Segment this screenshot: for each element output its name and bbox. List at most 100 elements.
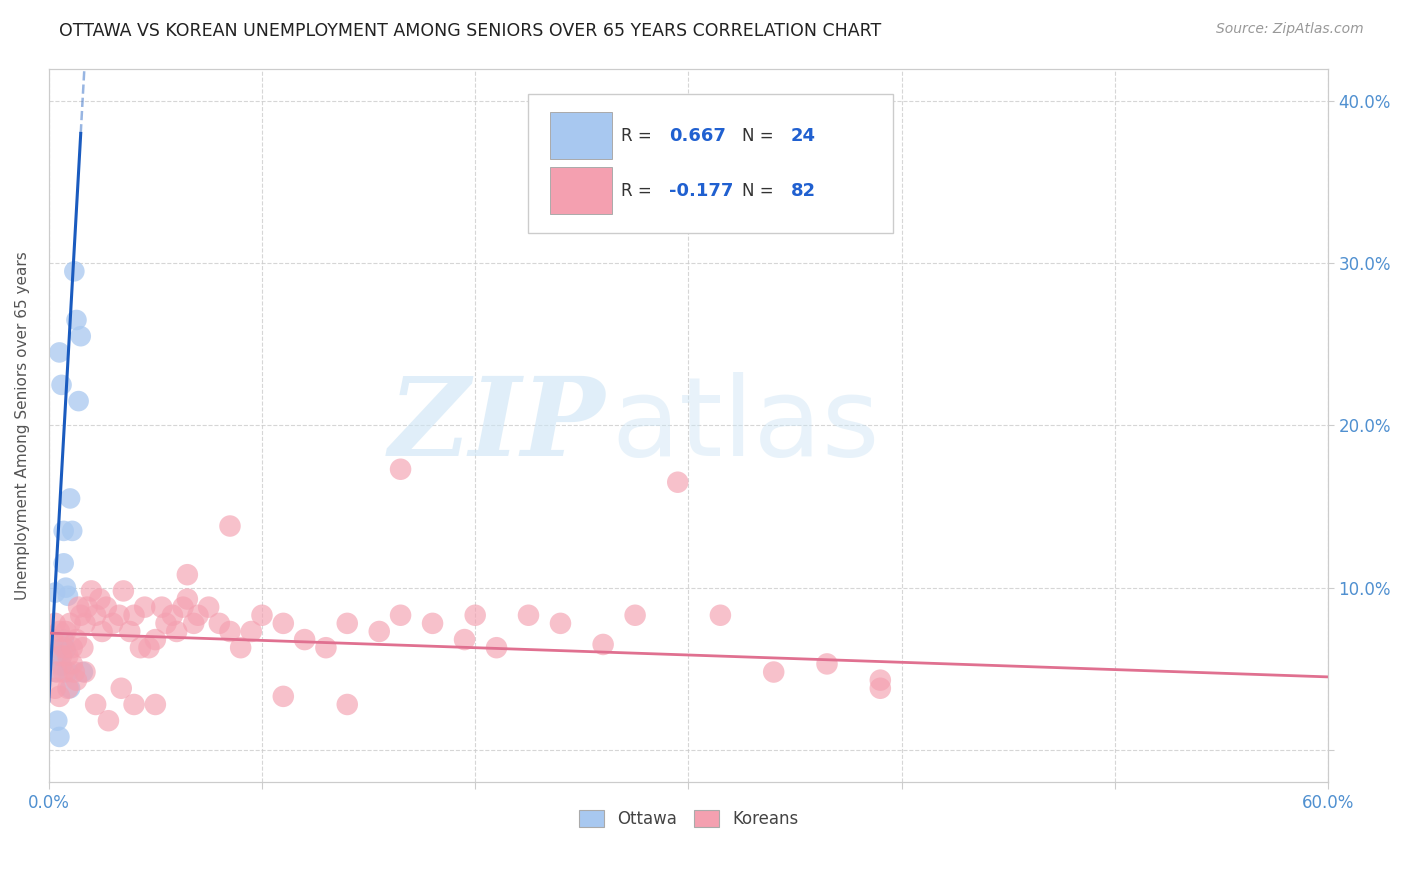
- Point: [183, 616, 205, 631]
- Point: [422, 616, 444, 631]
- Point: [48, 730, 70, 744]
- Point: [73, 616, 96, 631]
- Point: [84, 608, 107, 623]
- Point: [44, 585, 66, 599]
- Point: [592, 637, 614, 651]
- Point: [138, 640, 160, 655]
- Point: [624, 608, 647, 623]
- Point: [65, 313, 87, 327]
- Point: [42, 632, 65, 647]
- FancyBboxPatch shape: [550, 168, 612, 214]
- Point: [762, 665, 785, 679]
- Point: [69, 329, 91, 343]
- Point: [118, 624, 141, 639]
- Point: [666, 475, 689, 490]
- Point: [73, 665, 96, 679]
- Text: atlas: atlas: [612, 372, 880, 479]
- Text: ZIP: ZIP: [388, 372, 605, 479]
- Point: [122, 698, 145, 712]
- Point: [336, 698, 359, 712]
- Text: N =: N =: [742, 127, 779, 145]
- Point: [63, 665, 86, 679]
- Point: [517, 608, 540, 623]
- Point: [59, 616, 82, 631]
- Point: [84, 698, 107, 712]
- Point: [60, 657, 83, 671]
- Point: [294, 632, 316, 647]
- Point: [89, 592, 111, 607]
- Point: [51, 648, 73, 663]
- Point: [76, 600, 98, 615]
- Point: [52, 632, 75, 647]
- Point: [63, 264, 86, 278]
- Point: [815, 657, 838, 671]
- Point: [150, 600, 173, 615]
- Point: [65, 673, 87, 687]
- Text: 0.667: 0.667: [669, 127, 725, 145]
- Point: [869, 681, 891, 696]
- Point: [65, 632, 87, 647]
- Point: [143, 698, 166, 712]
- Point: [96, 600, 118, 615]
- Legend: Ottawa, Koreans: Ottawa, Koreans: [572, 803, 804, 835]
- Text: R =: R =: [620, 127, 657, 145]
- Point: [112, 583, 135, 598]
- Point: [56, 665, 79, 679]
- Point: [72, 640, 94, 655]
- Text: OTTAWA VS KOREAN UNEMPLOYMENT AMONG SENIORS OVER 65 YEARS CORRELATION CHART: OTTAWA VS KOREAN UNEMPLOYMENT AMONG SENI…: [59, 22, 882, 40]
- Point: [48, 624, 70, 639]
- Point: [56, 681, 79, 696]
- Point: [67, 394, 90, 409]
- Point: [162, 608, 184, 623]
- Point: [59, 491, 82, 506]
- Point: [59, 681, 82, 696]
- Text: -0.177: -0.177: [669, 182, 734, 200]
- Y-axis label: Unemployment Among Seniors over 65 years: Unemployment Among Seniors over 65 years: [15, 251, 30, 599]
- Point: [44, 681, 66, 696]
- Point: [250, 608, 273, 623]
- Point: [485, 640, 508, 655]
- Point: [60, 524, 83, 538]
- Point: [44, 616, 66, 631]
- Point: [143, 632, 166, 647]
- Point: [166, 624, 188, 639]
- Point: [271, 690, 294, 704]
- Point: [44, 665, 66, 679]
- Point: [56, 589, 79, 603]
- Point: [389, 608, 412, 623]
- Point: [122, 608, 145, 623]
- Point: [69, 608, 91, 623]
- Point: [229, 640, 252, 655]
- Point: [55, 642, 77, 657]
- Point: [176, 567, 198, 582]
- Text: 24: 24: [790, 127, 815, 145]
- Point: [80, 583, 103, 598]
- Point: [869, 673, 891, 687]
- Point: [110, 681, 132, 696]
- Point: [52, 524, 75, 538]
- Point: [51, 377, 73, 392]
- Point: [197, 600, 219, 615]
- Point: [129, 640, 152, 655]
- Point: [208, 616, 231, 631]
- Point: [60, 640, 83, 655]
- Text: 82: 82: [790, 182, 815, 200]
- Point: [709, 608, 731, 623]
- Point: [48, 345, 70, 359]
- Point: [108, 608, 131, 623]
- Point: [219, 624, 242, 639]
- Point: [336, 616, 359, 631]
- Point: [176, 592, 198, 607]
- Point: [48, 642, 70, 657]
- Point: [134, 600, 156, 615]
- Point: [52, 665, 75, 679]
- Point: [550, 616, 572, 631]
- Point: [315, 640, 337, 655]
- Point: [56, 648, 79, 663]
- Point: [187, 608, 209, 623]
- Text: Source: ZipAtlas.com: Source: ZipAtlas.com: [1216, 22, 1364, 37]
- Point: [97, 714, 120, 728]
- Point: [91, 624, 114, 639]
- Point: [453, 632, 475, 647]
- FancyBboxPatch shape: [550, 112, 612, 159]
